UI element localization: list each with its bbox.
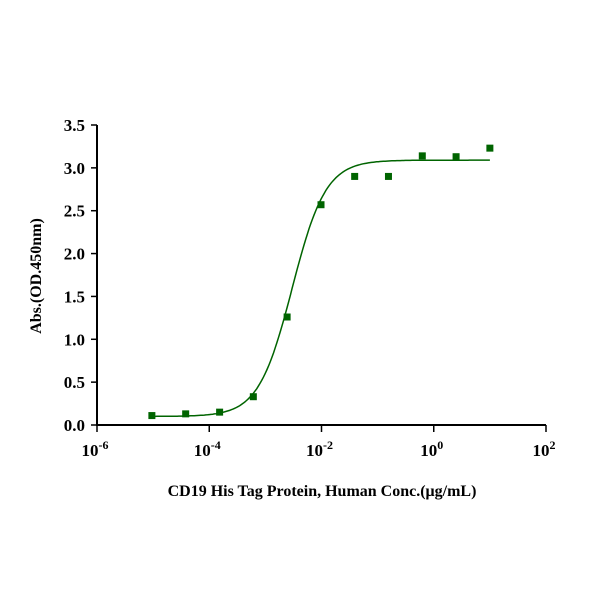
y-tick-label: 2.0 (64, 245, 85, 264)
data-point (182, 410, 190, 418)
x-tick-label: 100 (420, 438, 443, 460)
y-tick-label: 3.5 (64, 116, 85, 135)
y-tick-label: 0.5 (64, 373, 85, 392)
y-tick-label: 3.0 (64, 159, 85, 178)
data-point (452, 153, 460, 161)
x-tick-label: 10-6 (82, 438, 109, 460)
y-axis-label: Abs.(OD.450nm) (28, 218, 45, 334)
x-tick-label: 10-4 (194, 438, 221, 460)
data-point (249, 393, 257, 401)
data-point (216, 408, 224, 416)
data-point (486, 144, 494, 152)
y-tick-label: 1.0 (64, 330, 85, 349)
data-point (384, 172, 392, 180)
x-axis-label: CD19 His Tag Protein, Human Conc.(μg/mL) (168, 483, 477, 500)
data-point (317, 201, 325, 209)
x-tick-label: 10-2 (306, 438, 333, 460)
axes: 0.0 0.5 1.0 1.5 2.0 2.5 3.0 3.5 10-6 10-4 10-2 100 1… (64, 116, 556, 460)
y-tick-label: 2.5 (64, 202, 85, 221)
data-points (148, 144, 494, 420)
fit-curve-group (151, 159, 490, 418)
fit-curve (151, 159, 490, 418)
y-tick-label: 0.0 (64, 416, 85, 435)
x-tick-label: 102 (533, 438, 556, 460)
data-point (418, 152, 426, 160)
y-tick-label: 1.5 (64, 287, 85, 306)
data-point (283, 313, 291, 321)
data-point (148, 412, 156, 420)
data-point (351, 172, 359, 180)
